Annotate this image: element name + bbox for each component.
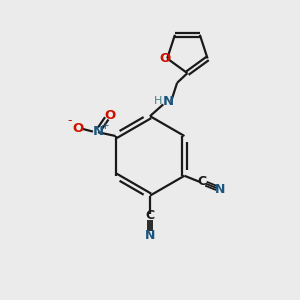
Text: O: O (73, 122, 84, 135)
Text: -: - (68, 114, 72, 127)
Text: N: N (163, 94, 174, 108)
Text: N: N (145, 229, 155, 242)
Text: N: N (92, 125, 104, 138)
Text: N: N (214, 183, 225, 196)
Text: C: C (198, 175, 207, 188)
Text: C: C (146, 209, 154, 222)
Text: O: O (104, 109, 115, 122)
Text: O: O (159, 52, 170, 65)
Text: +: + (101, 121, 110, 131)
Text: H: H (154, 95, 162, 106)
